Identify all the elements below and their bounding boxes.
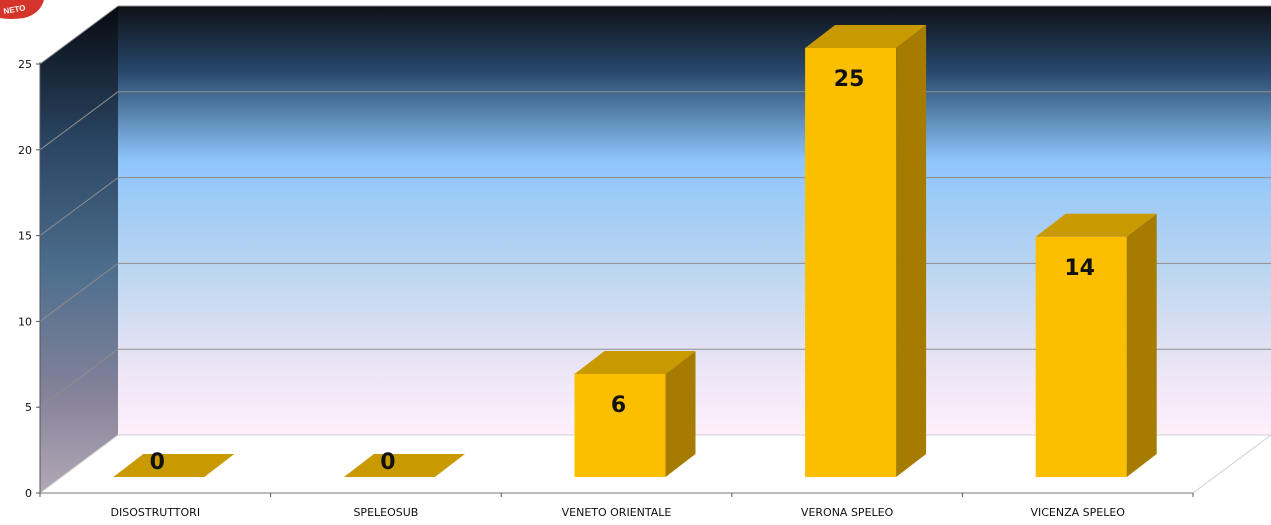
data-label: 0: [380, 450, 395, 475]
bar-side: [896, 25, 927, 477]
y-tick-label: 15: [18, 230, 32, 243]
data-label: 6: [611, 393, 626, 418]
gridline-side: [39, 91, 119, 151]
bar-front: [805, 48, 897, 477]
y-tick-label: 20: [18, 144, 32, 157]
gridline-side: [39, 262, 119, 322]
gridlines: [39, 5, 1271, 408]
bar: [574, 351, 696, 477]
gridline-side: [39, 177, 119, 237]
back-wall: [118, 6, 1271, 435]
gridline-side: [39, 5, 119, 65]
logo: NETO: [0, 0, 44, 19]
bar-side: [665, 351, 696, 477]
bar-top: [805, 25, 927, 48]
category-label: DISOSTRUTTORI: [111, 506, 201, 519]
category-label: VERONA SPELEO: [801, 506, 894, 519]
y-tick-label: 10: [18, 315, 32, 328]
bar: [343, 454, 465, 477]
y-tick-label: 5: [25, 401, 32, 414]
category-label: VENETO ORIENTALE: [562, 506, 672, 519]
y-tick-label: 25: [18, 58, 32, 71]
data-label: 14: [1064, 256, 1095, 281]
category-label: SPELEOSUB: [353, 506, 418, 519]
bar: [805, 25, 927, 477]
category-labels: DISOSTRUTTORI SPELEOSUB VENETO ORIENTALE VE…: [111, 506, 1126, 519]
category-label: VICENZA SPELEO: [1030, 506, 1125, 519]
bar-front: [574, 374, 666, 477]
data-label: 0: [150, 450, 165, 475]
bar: [1035, 213, 1157, 477]
bar-top: [113, 454, 235, 477]
bar-top: [343, 454, 465, 477]
bar-top: [574, 351, 696, 375]
bar-top: [1035, 213, 1157, 237]
side-wall: [40, 6, 118, 493]
bar-front: [1035, 236, 1127, 477]
bar: [113, 454, 235, 477]
bar-side: [1126, 213, 1157, 477]
axes: [39, 62, 1194, 497]
y-axis-ticks: 0 5 10 15 20 25: [18, 58, 40, 500]
data-label: 25: [834, 67, 865, 92]
gridline-side: [39, 348, 119, 408]
data-labels: 0 0 6 25 14: [150, 67, 1095, 475]
logo-text: NETO: [3, 3, 26, 16]
y-tick-label: 0: [25, 487, 32, 500]
bars: [113, 25, 1157, 477]
